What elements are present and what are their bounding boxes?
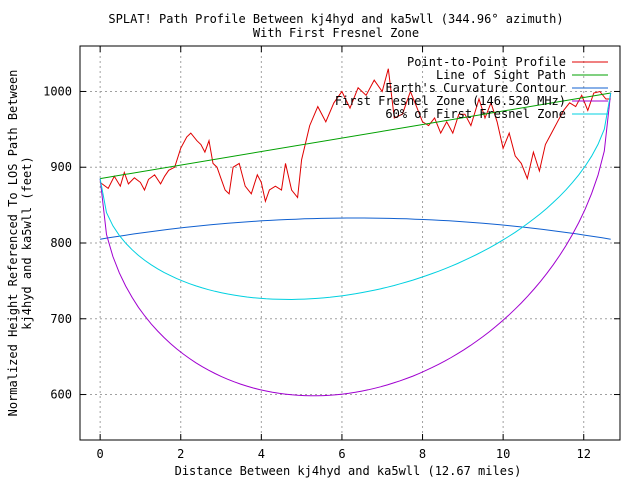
x-tick-label: 10: [496, 447, 510, 461]
y-tick-label: 700: [50, 312, 72, 326]
x-tick-label: 12: [577, 447, 591, 461]
x-axis-label: Distance Between kj4hyd and ka5wll (12.6…: [175, 464, 522, 478]
chart-subtitle: With First Fresnel Zone: [253, 26, 419, 40]
grid-layer: [80, 46, 620, 440]
y-tick-label: 1000: [43, 84, 72, 98]
legend-label: First Fresnel Zone (146.520 MHz): [335, 94, 566, 108]
legend-label: Line of Sight Path: [436, 68, 566, 82]
chart-title: SPLAT! Path Profile Between kj4hyd and k…: [108, 12, 563, 26]
y-tick-label: 600: [50, 388, 72, 402]
series-earth-curvature: [100, 217, 611, 240]
tick-layer: 0 2 4 6 8 10 12 600 700 800 900 1000: [43, 46, 620, 461]
x-tick-label: 6: [338, 447, 345, 461]
legend-label: 60% of First Fresnel Zone: [385, 107, 566, 121]
x-tick-label: 8: [419, 447, 426, 461]
legend-label: Earth's Curvature Contour: [385, 81, 566, 95]
y-axis-label-line1: Normalized Height Referenced To LOS Path…: [6, 70, 20, 417]
series-line-of-sight: [100, 92, 611, 180]
y-tick-label: 800: [50, 236, 72, 250]
x-tick-label: 0: [97, 447, 104, 461]
series-60pct-fresnel-zone: [99, 92, 612, 301]
x-tick-label: 2: [177, 447, 184, 461]
series-terrain-profile: [99, 68, 611, 204]
series-first-fresnel-zone: [99, 92, 612, 397]
series-layer: [99, 68, 612, 397]
y-axis-label-line2: kj4hyd and ka5wll (feet): [20, 156, 34, 329]
legend-label: Point-to-Point Profile: [407, 55, 566, 69]
y-tick-label: 900: [50, 160, 72, 174]
x-tick-label: 4: [258, 447, 265, 461]
